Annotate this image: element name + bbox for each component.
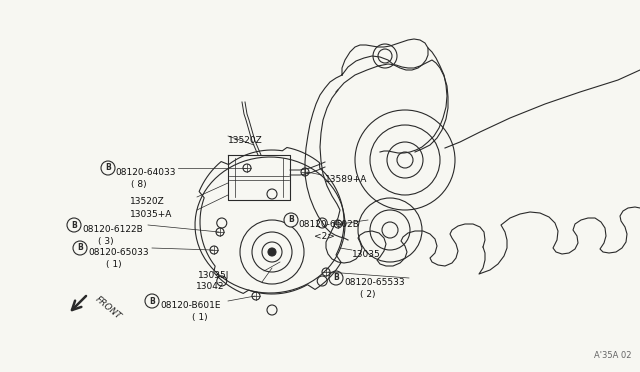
Circle shape: [145, 294, 159, 308]
Text: 08120-65533: 08120-65533: [344, 278, 404, 287]
Text: <2>: <2>: [314, 232, 335, 241]
Text: 13520Z: 13520Z: [228, 136, 263, 145]
Text: ( 1): ( 1): [106, 260, 122, 269]
Text: B: B: [71, 221, 77, 230]
Circle shape: [284, 213, 298, 227]
Text: 08120-6602B: 08120-6602B: [298, 220, 359, 229]
Text: 08120-B601E: 08120-B601E: [160, 301, 221, 310]
Circle shape: [329, 271, 343, 285]
Text: A'35A 02: A'35A 02: [595, 351, 632, 360]
Text: 08120-64033: 08120-64033: [115, 168, 175, 177]
Circle shape: [268, 248, 276, 256]
Text: ( 2): ( 2): [360, 290, 376, 299]
Circle shape: [101, 161, 115, 175]
Text: 13589+A: 13589+A: [325, 175, 367, 184]
Text: 08120-6122B: 08120-6122B: [82, 225, 143, 234]
Text: 13520Z: 13520Z: [130, 197, 164, 206]
Text: FRONT: FRONT: [93, 295, 122, 322]
Circle shape: [73, 241, 87, 255]
Text: 13035: 13035: [352, 250, 381, 259]
Text: 13035+A: 13035+A: [130, 210, 172, 219]
Text: ( 1): ( 1): [192, 313, 207, 322]
Text: 13035J: 13035J: [198, 271, 229, 280]
Text: B: B: [333, 273, 339, 282]
Text: B: B: [288, 215, 294, 224]
Circle shape: [67, 218, 81, 232]
Text: ( 3): ( 3): [98, 237, 114, 246]
Text: B: B: [77, 244, 83, 253]
Text: B: B: [105, 164, 111, 173]
Text: B: B: [149, 296, 155, 305]
Text: 08120-65033: 08120-65033: [88, 248, 148, 257]
Text: 13042: 13042: [196, 282, 225, 291]
Text: ( 8): ( 8): [131, 180, 147, 189]
